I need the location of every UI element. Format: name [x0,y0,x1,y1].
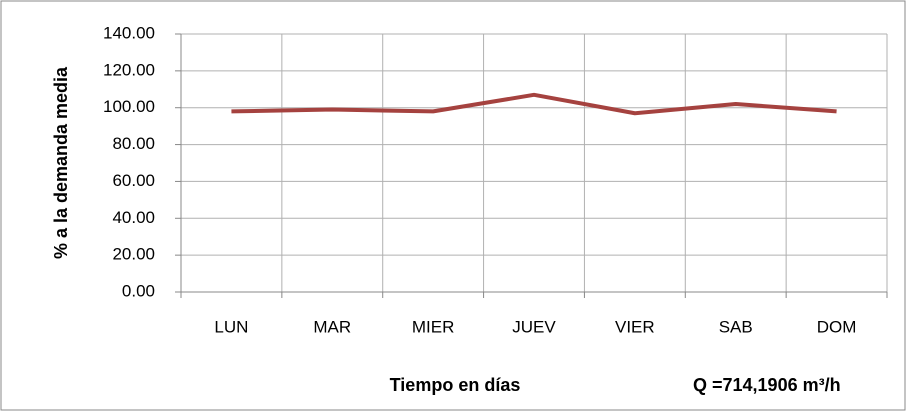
y-tick-label: 0.00 [122,281,155,300]
data-line [231,92,837,116]
y-tick-label: 100.00 [103,97,155,116]
x-tick-label: SAB [719,317,753,336]
y-tick-label: 40.00 [112,208,155,227]
x-axis-title: Tiempo en días [390,375,521,395]
y-tick-label: 80.00 [112,134,155,153]
annotation: Q =714,1906 m³/h [693,375,841,395]
x-tick-label: VIER [615,317,655,336]
x-tick-label: DOM [817,317,857,336]
x-tick-label: MAR [313,317,351,336]
y-axis-title: % a la demanda media [51,66,71,259]
y-tick-label: 60.00 [112,171,155,190]
x-tick-label: JUEV [512,317,556,336]
y-tick-label: 120.00 [103,60,155,79]
y-tick-label: 20.00 [112,245,155,264]
x-tick-label: MIER [412,317,455,336]
y-tick-label: 140.00 [103,23,155,42]
x-tick-label: LUN [214,317,248,336]
